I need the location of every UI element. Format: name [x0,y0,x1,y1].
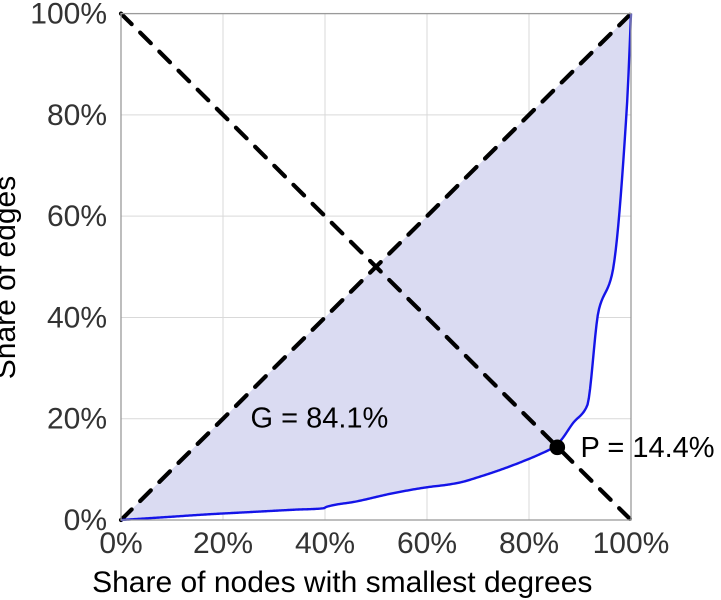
svg-text:P = 14.4%: P = 14.4% [581,432,715,464]
svg-text:80%: 80% [499,527,559,560]
svg-text:80%: 80% [47,99,107,132]
svg-text:0%: 0% [64,504,107,537]
svg-text:100%: 100% [30,0,107,31]
svg-text:100%: 100% [593,527,670,560]
svg-text:40%: 40% [295,527,355,560]
svg-text:20%: 20% [193,527,253,560]
svg-text:Share of nodes with smallest d: Share of nodes with smallest degrees [92,566,592,599]
svg-text:60%: 60% [397,527,457,560]
svg-text:Share of edges: Share of edges [0,176,22,379]
svg-text:20%: 20% [47,403,107,436]
svg-text:40%: 40% [47,301,107,334]
svg-text:60%: 60% [47,200,107,233]
svg-text:G = 84.1%: G = 84.1% [251,402,389,434]
